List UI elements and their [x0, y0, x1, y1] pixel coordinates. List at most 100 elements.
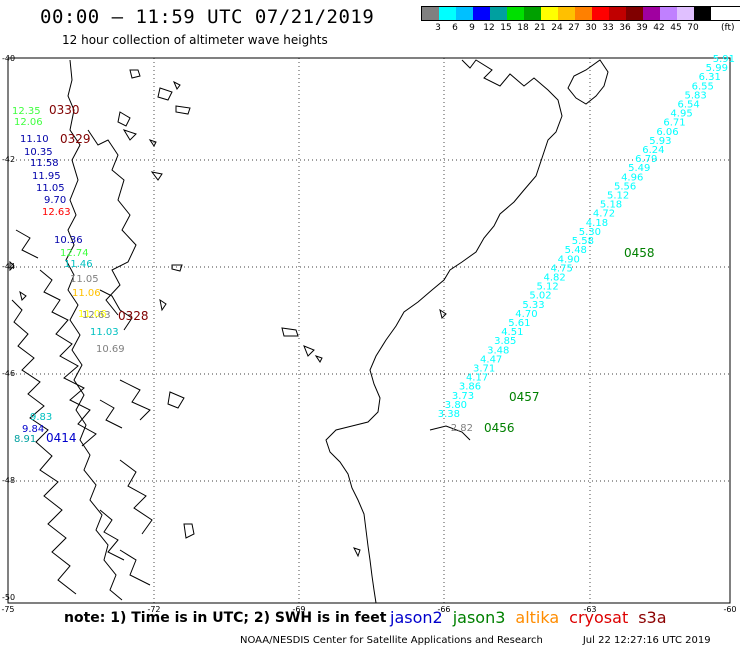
legend-tick-label: 33 — [602, 23, 614, 33]
wave-height-label: 4.72 — [593, 209, 615, 220]
legend-swatch — [507, 7, 524, 20]
latitude-label: -42 — [2, 155, 15, 164]
map-frame — [7, 57, 731, 604]
footnote: note: 1) Time is in UTC; 2) SWH is in fe… — [64, 610, 387, 626]
legend-tick-label: 3 — [435, 23, 441, 33]
timestamp: Jul 22 12:27:16 UTC 2019 — [582, 635, 711, 646]
legend-tick-label: 42 — [653, 23, 665, 33]
satellite-name-s3a: s3a — [638, 608, 667, 627]
wave-height-label: 12.06 — [14, 117, 43, 128]
legend-tick-label: 6 — [452, 23, 458, 33]
pass-time-label: 0330 — [49, 103, 80, 117]
satellite-name-jason3: jason3 — [452, 608, 506, 627]
wave-height-label: 5.12 — [536, 282, 558, 293]
wave-height-label: 4.75 — [551, 263, 573, 274]
wave-height-label: 4.90 — [558, 254, 580, 265]
legend-swatch — [558, 7, 575, 20]
satellite-name-jason2: jason2 — [390, 608, 443, 627]
wave-height-label: 12.63 — [82, 310, 111, 321]
legend-swatch — [524, 7, 541, 20]
legend-swatch — [456, 7, 473, 20]
wave-height-label: 6.71 — [663, 118, 685, 129]
legend-swatch — [473, 7, 490, 20]
wave-height-label: 5.99 — [706, 63, 728, 74]
wave-height-label: 6.24 — [642, 145, 664, 156]
wave-height-label: 3.80 — [445, 400, 467, 411]
latitude-label: -40 — [2, 54, 15, 63]
graticule — [8, 58, 730, 603]
legend-tick-label: 9 — [469, 23, 475, 33]
legend-swatch — [626, 7, 643, 20]
wave-height-label: 11.58 — [30, 158, 59, 169]
wave-height-label: 4.95 — [670, 109, 692, 120]
legend-swatch — [422, 7, 439, 20]
wave-height-label: 5.48 — [565, 245, 587, 256]
wave-height-label: 11.05 — [36, 183, 65, 194]
wave-height-label: 3.86 — [459, 382, 481, 393]
argentina-coastline — [325, 59, 609, 604]
chile-coastline — [11, 59, 153, 601]
lakes-islands — [9, 69, 361, 558]
legend-tick-label: 27 — [568, 23, 580, 33]
wave-height-label: 3.71 — [473, 363, 495, 374]
credit-line: NOAA/NESDIS Center for Satellite Applica… — [240, 635, 711, 646]
wave-height-label: 11.46 — [64, 259, 93, 270]
wave-height-label: 5.12 — [607, 191, 629, 202]
wave-height-label: 11.06 — [78, 309, 107, 320]
wave-height-label: 3.38 — [438, 409, 460, 420]
wave-height-label: 6.54 — [677, 100, 699, 111]
legend-tick-label: 39 — [636, 23, 648, 33]
wave-height-label: 12.35 — [12, 106, 41, 117]
pass-time-label: 0457 — [509, 390, 540, 404]
wave-height-label: 12.63 — [42, 207, 71, 218]
satellite-name-altika: altika — [515, 608, 560, 627]
wave-height-label: 11.95 — [32, 171, 61, 182]
satellite-legend: jason2 jason3 altika cryosat s3a — [390, 608, 677, 627]
pass-time-label: 0329 — [60, 132, 91, 146]
legend-tick-label: 18 — [517, 23, 529, 33]
wave-height-label: 5.83 — [685, 90, 707, 101]
wave-height-label: 11.03 — [90, 327, 119, 338]
latitude-label: -46 — [2, 369, 15, 378]
longitude-label: -63 — [583, 605, 596, 614]
wave-height-label: 12.74 — [60, 248, 89, 259]
legend-unit: (ft) — [721, 23, 735, 33]
wave-height-label: 11.06 — [72, 288, 101, 299]
wave-height-label: 5.56 — [614, 181, 636, 192]
page-subtitle: 12 hour collection of altimeter wave hei… — [62, 33, 328, 47]
legend-swatch — [677, 7, 694, 20]
color-legend: (ft) 3 6 9 12 15 18 21 24 27 30 33 36 39 42 45 70 — [421, 6, 740, 33]
legend-swatch — [643, 7, 660, 20]
wave-height-label: 5.02 — [529, 291, 551, 302]
legend-swatch — [490, 7, 507, 20]
longitude-labels: -75 -72 -69 -66 -63 -60 — [1, 605, 736, 614]
wave-height-label: 11.05 — [70, 274, 99, 285]
wave-height-label: 10.36 — [54, 235, 83, 246]
wave-height-label: 5.58 — [572, 236, 594, 247]
wave-height-label: 8.91 — [14, 434, 36, 445]
wave-height-label: 2.82 — [451, 423, 473, 434]
wave-height-label: 5.18 — [600, 200, 622, 211]
wave-height-label: 5.33 — [522, 300, 544, 311]
legend-tick-label: 70 — [687, 23, 699, 33]
wave-height-label: 6.55 — [692, 81, 714, 92]
legend-swatch — [609, 7, 626, 20]
longitude-label: -60 — [723, 605, 736, 614]
wave-height-label: 5.93 — [649, 136, 671, 147]
legend-swatch — [575, 7, 592, 20]
track-labels: 5.915.996.316.555.836.544.956.716.065.93… — [12, 54, 735, 445]
pass-time-label: 0414 — [46, 431, 77, 445]
wave-height-label: 3.48 — [487, 345, 509, 356]
legend-swatch — [660, 7, 677, 20]
wave-height-label: 6.06 — [656, 127, 678, 138]
wave-height-label: 9.83 — [30, 412, 52, 423]
wave-height-label: 5.61 — [508, 318, 530, 329]
wave-height-label: 11.10 — [20, 134, 49, 145]
wave-height-label: 4.18 — [586, 218, 608, 229]
wave-height-label: 5.91 — [713, 54, 735, 65]
latitude-label: -50 — [2, 593, 15, 602]
legend-swatch — [694, 7, 711, 20]
legend-tick-label: 30 — [585, 23, 597, 33]
wave-height-label: 6.79 — [635, 154, 657, 165]
